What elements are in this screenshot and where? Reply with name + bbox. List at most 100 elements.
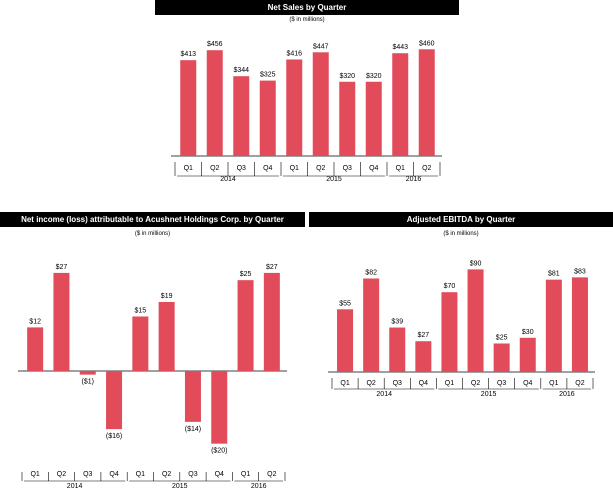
adjusted-ebitda-value-label: $27	[418, 332, 430, 339]
net-sales-value-label: $325	[260, 72, 276, 79]
adjusted-ebitda-value-label: $90	[470, 260, 482, 267]
net-sales-bar	[392, 53, 409, 156]
net-sales-chart: $413 Q1 $456 Q2 $344 Q3 $325 Q4 $416 Q1 $447 Q2 $320…	[171, 40, 442, 183]
net-sales-tick-label: Q1	[184, 165, 193, 172]
net-income-tick-label: Q3	[83, 471, 92, 478]
adjusted-ebitda-year-label: 2016	[559, 391, 575, 398]
net-income-year-label: 2016	[251, 483, 267, 490]
net-income-bar	[106, 371, 123, 430]
net-sales-value-label: $413	[180, 51, 196, 58]
net-sales-year-label: 2015	[326, 176, 342, 183]
adjusted-ebitda-value-label: $81	[548, 271, 560, 278]
net-income-tick-label: Q2	[162, 471, 171, 478]
net-income-value-label: ($16)	[106, 433, 122, 440]
adjusted-ebitda-bar	[519, 337, 536, 372]
net-sales-bar	[312, 52, 329, 156]
net-sales-value-label: $320	[366, 73, 382, 80]
net-sales-year-label: 2014	[220, 176, 236, 183]
adjusted-ebitda-year-label: 2015	[481, 391, 497, 398]
adjusted-ebitda-value-label: $55	[339, 300, 351, 307]
adjusted-ebitda-bar	[415, 341, 432, 372]
net-sales-tick-label: Q3	[237, 165, 246, 172]
adjusted-ebitda-bar	[363, 278, 380, 372]
net-sales-tick-label: Q2	[422, 165, 431, 172]
net-sales-value-label: $320	[339, 73, 355, 80]
net-sales-year-label: 2016	[406, 176, 422, 183]
adjusted-ebitda-value-label: $30	[522, 329, 534, 336]
adjusted-ebitda-value-label: $25	[496, 335, 508, 342]
adjusted-ebitda-subtitle: ($ in millions)	[443, 231, 479, 237]
net-income-title: Net income (loss) attributable to Acushn…	[0, 212, 305, 227]
net-income-tick-label: Q4	[215, 471, 224, 478]
net-sales-bar	[286, 59, 303, 156]
net-sales-tick-label: Q2	[316, 165, 325, 172]
net-sales-value-label: $460	[419, 40, 435, 47]
net-income-bar	[184, 371, 201, 422]
net-sales-tick-label: Q3	[343, 165, 352, 172]
adjusted-ebitda-tick-label: Q2	[471, 380, 480, 387]
net-income-tick-label: Q1	[30, 471, 39, 478]
net-income-bar	[53, 272, 70, 371]
net-income-tick-label: Q2	[57, 471, 66, 478]
net-income-bar	[211, 371, 228, 444]
net-income-value-label: $15	[135, 308, 147, 315]
adjusted-ebitda-tick-label: Q4	[523, 380, 532, 387]
net-sales-title: Net Sales by Quarter	[155, 0, 459, 15]
adjusted-ebitda-tick-label: Q1	[445, 380, 454, 387]
net-income-value-label: ($20)	[211, 448, 227, 455]
net-sales-value-label: $447	[313, 43, 329, 50]
net-sales-bar	[206, 50, 223, 156]
net-income-tick-label: Q1	[241, 471, 250, 478]
net-income-bar	[132, 316, 149, 371]
net-sales-bar	[180, 60, 197, 156]
adjusted-ebitda-bar	[467, 269, 484, 372]
net-income-value-label: $27	[56, 264, 68, 271]
net-income-value-label: $19	[161, 293, 173, 300]
net-income-value-label: $27	[266, 264, 278, 271]
net-sales-tick-label: Q1	[290, 165, 299, 172]
adjusted-ebitda-value-label: $83	[574, 268, 586, 275]
adjusted-ebitda-tick-label: Q4	[419, 380, 428, 387]
adjusted-ebitda-tick-label: Q2	[575, 380, 584, 387]
adjusted-ebitda-tick-label: Q3	[497, 380, 506, 387]
net-income-value-label: $12	[29, 318, 41, 325]
adjusted-ebitda-bar	[337, 309, 354, 372]
net-income-bar	[79, 371, 96, 375]
adjusted-ebitda-value-label: $70	[444, 283, 456, 290]
net-sales-bar	[365, 81, 382, 156]
adjusted-ebitda-year-label: 2014	[376, 391, 392, 398]
net-sales-tick-label: Q4	[263, 165, 272, 172]
adjusted-ebitda-tick-label: Q1	[340, 380, 349, 387]
adjusted-ebitda-value-label: $82	[365, 270, 377, 277]
adjusted-ebitda-value-label: $39	[391, 319, 403, 326]
net-income-bar	[237, 280, 254, 371]
adjusted-ebitda-tick-label: Q2	[366, 380, 375, 387]
net-sales-tick-label: Q2	[210, 165, 219, 172]
net-income-year-label: 2015	[172, 483, 188, 490]
net-sales-bar	[339, 81, 356, 156]
adjusted-ebitda-tick-label: Q1	[549, 380, 558, 387]
net-sales-bar	[233, 76, 250, 156]
net-income-bar	[158, 301, 175, 371]
net-sales-bar	[259, 80, 276, 156]
adjusted-ebitda-bar	[441, 292, 458, 372]
net-sales-value-label: $443	[392, 44, 408, 51]
net-income-value-label: ($1)	[82, 379, 94, 386]
net-income-tick-label: Q1	[136, 471, 145, 478]
net-sales-tick-label: Q1	[396, 165, 405, 172]
net-sales-bar	[418, 49, 435, 156]
net-income-value-label: $25	[240, 271, 252, 278]
adjusted-ebitda-bar	[571, 277, 588, 372]
adjusted-ebitda-tick-label: Q3	[393, 380, 402, 387]
net-sales-value-label: $344	[233, 67, 249, 74]
net-income-bar	[263, 272, 280, 371]
net-sales-value-label: $416	[286, 50, 302, 57]
net-income-subtitle: ($ in millions)	[134, 231, 171, 237]
adjusted-ebitda-bar	[493, 343, 510, 372]
net-income-bar	[27, 327, 44, 371]
net-income-tick-label: Q4	[109, 471, 118, 478]
net-income-tick-label: Q3	[188, 471, 197, 478]
net-sales-subtitle: ($ in millions)	[289, 17, 325, 23]
